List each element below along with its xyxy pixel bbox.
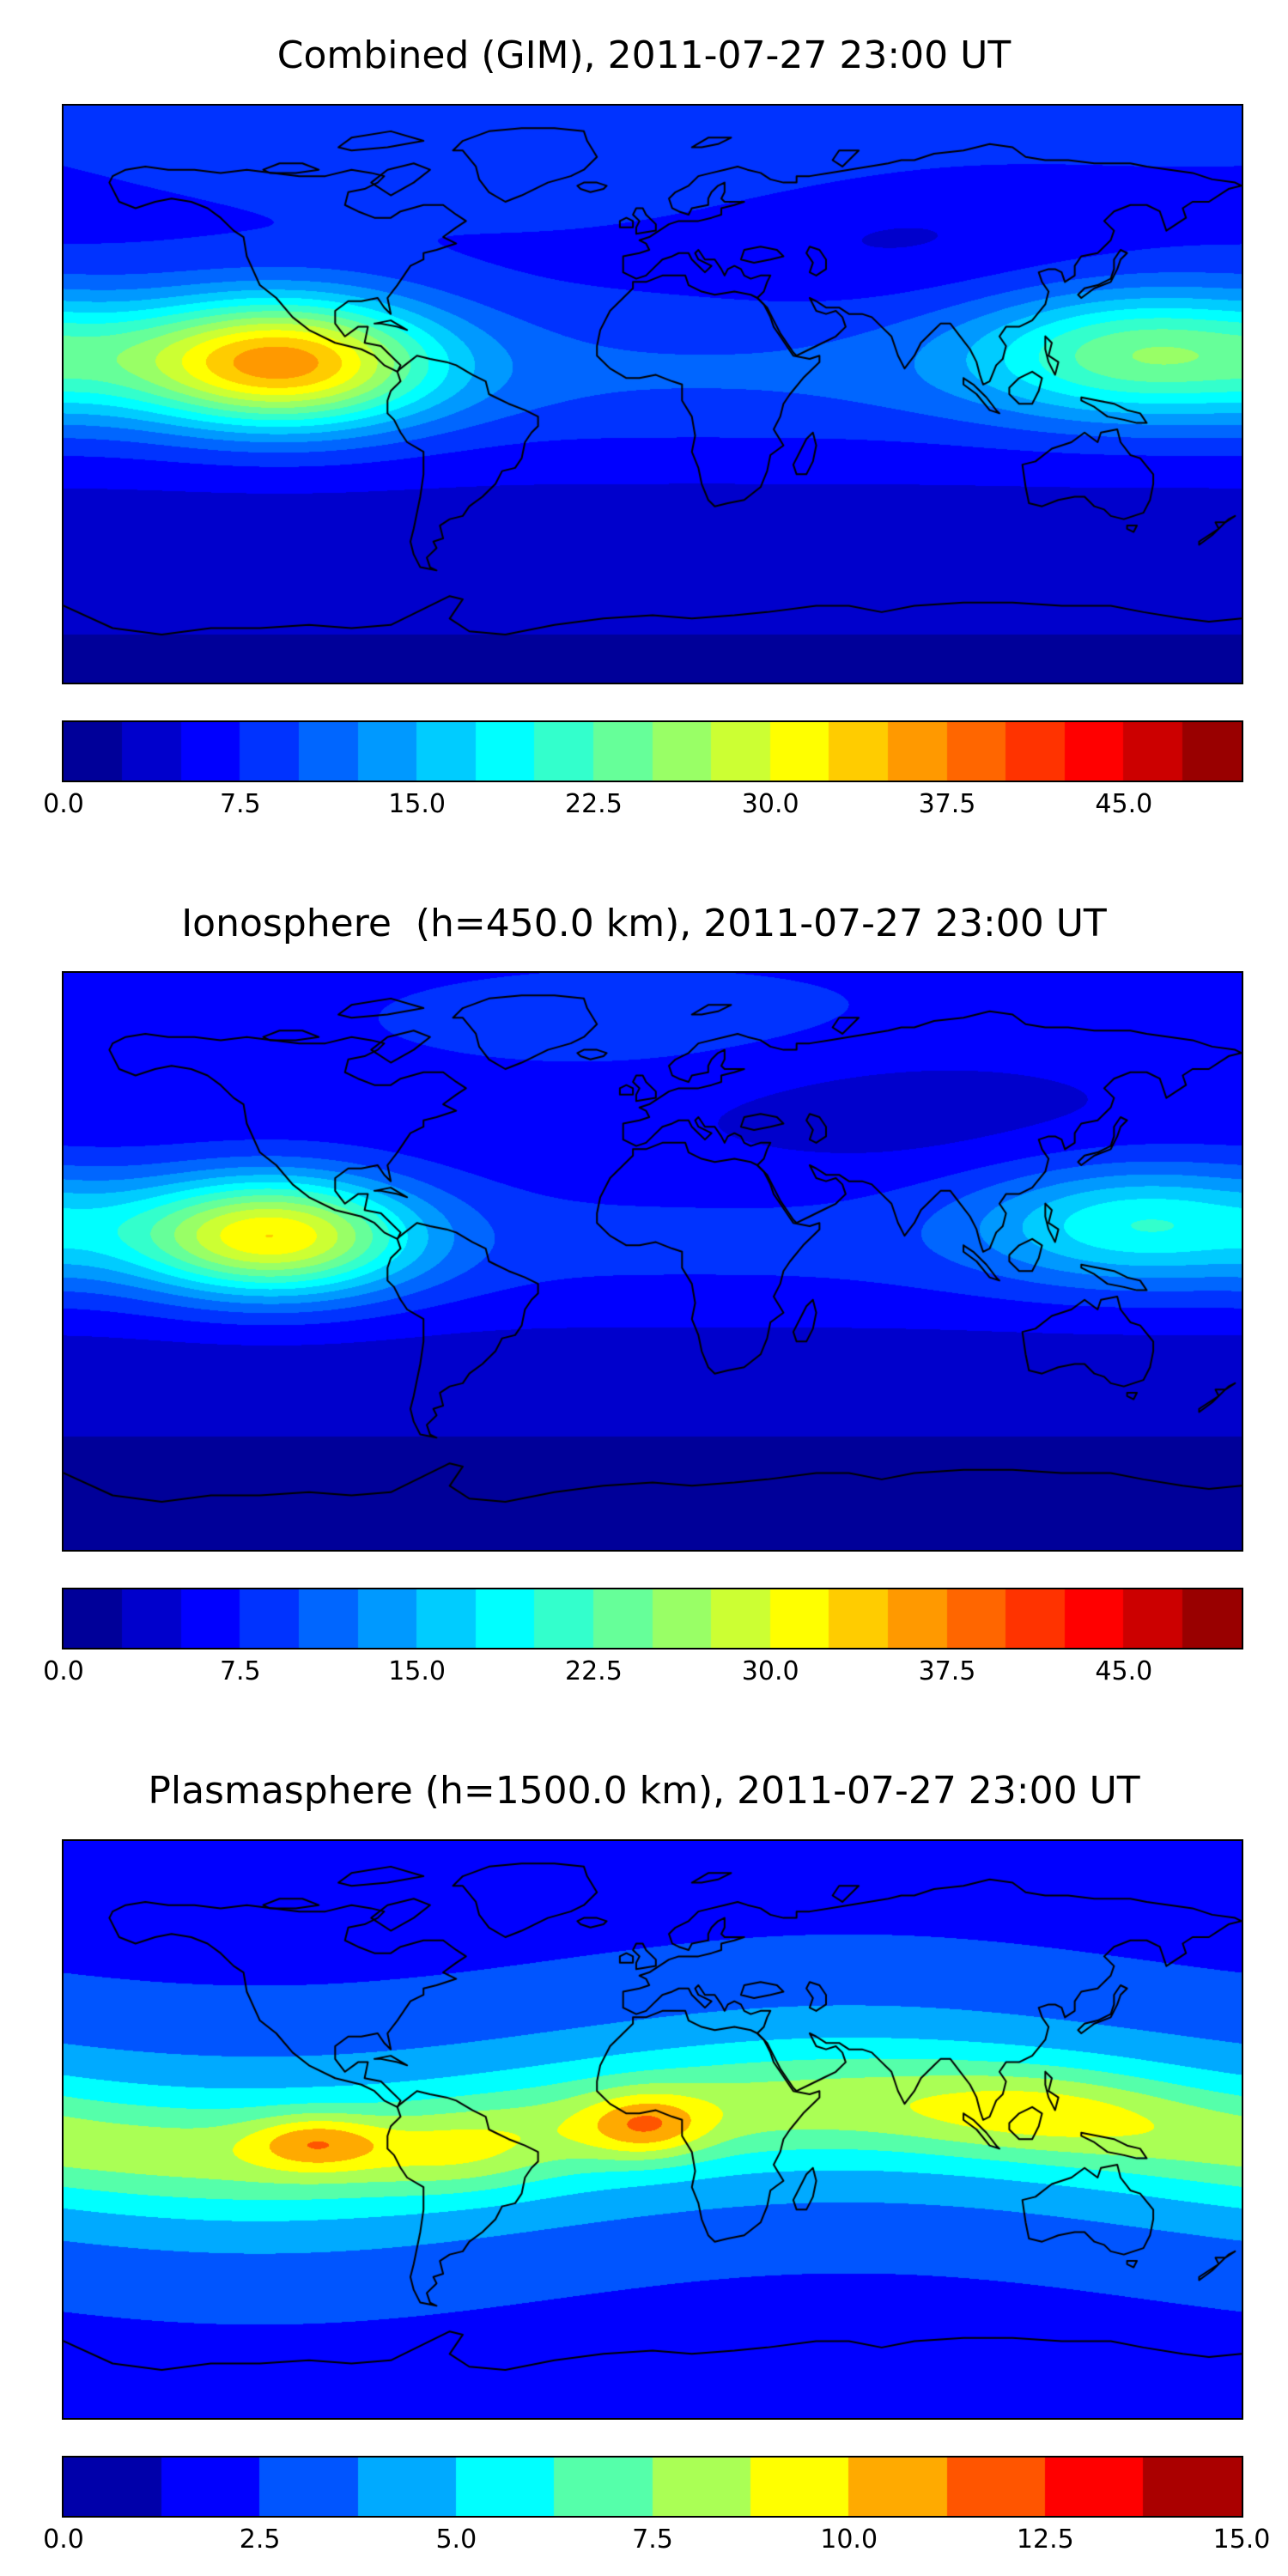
colorbar-tick-label: 30.0 (741, 1656, 799, 1687)
colorbar-tick-label: 7.5 (219, 788, 261, 819)
colorbar-tick-label: 7.5 (632, 2524, 673, 2555)
colorbar-tick-label: 0.0 (43, 2524, 84, 2555)
map-canvas-ionosphere (62, 971, 1243, 1552)
colorbar-tick-label: 22.5 (564, 788, 623, 819)
colorbar-tick-label: 15.0 (388, 788, 446, 819)
colorbar-tick-label: 0.0 (43, 1656, 84, 1687)
colorbar-tick-label: 2.5 (239, 2524, 281, 2555)
colorbar-tick-label: 45.0 (1095, 1656, 1153, 1687)
colorbar-tick-label: 15.0 (1212, 2524, 1271, 2555)
map-wrap-ionosphere (62, 971, 1288, 1552)
map-wrap-plasmasphere (62, 1838, 1288, 2420)
colorbar-tick-label: 45.0 (1095, 788, 1153, 819)
panel-title-plasmasphere: Plasmasphere (h=1500.0 km), 2011-07-27 2… (148, 1769, 1140, 1814)
colorbar-canvas-combined (62, 720, 1243, 782)
colorbar-tick-label: 30.0 (741, 788, 799, 819)
colorbar-tick-labels-combined: 0.0 7.5 15.0 22.5 30.0 37.5 45.0 (43, 788, 1242, 825)
colorbar-tick-labels-ionosphere: 0.0 7.5 15.0 22.5 30.0 37.5 45.0 (43, 1656, 1242, 1692)
panel-title-combined: Combined (GIM), 2011-07-27 23:00 UT (276, 33, 1012, 77)
panel-ionosphere: Ionosphere (h=450.0 km), 2011-07-27 23:0… (0, 825, 1288, 1693)
map-wrap-combined (62, 103, 1288, 684)
colorbar-wrap-plasmasphere (62, 2455, 1288, 2518)
colorbar-canvas-ionosphere (62, 1588, 1243, 1650)
map-canvas-combined (62, 103, 1243, 684)
colorbar-tick-label: 7.5 (219, 1656, 261, 1687)
colorbar-tick-label: 15.0 (388, 1656, 446, 1687)
colorbar-wrap-ionosphere (62, 1588, 1288, 1650)
colorbar-tick-label: 10.0 (820, 2524, 878, 2555)
panel-plasmasphere: Plasmasphere (h=1500.0 km), 2011-07-27 2… (0, 1692, 1288, 2561)
colorbar-tick-label: 37.5 (918, 1656, 976, 1687)
panel-combined-gim: Combined (GIM), 2011-07-27 23:00 UT 0.0 7… (0, 0, 1288, 825)
colorbar-wrap-combined (62, 720, 1288, 782)
colorbar-tick-label: 0.0 (43, 788, 84, 819)
colorbar-canvas-plasmasphere (62, 2455, 1243, 2518)
colorbar-tick-labels-plasmasphere: 0.0 2.5 5.0 7.5 10.0 12.5 15.0 (43, 2524, 1270, 2561)
colorbar-tick-label: 22.5 (564, 1656, 623, 1687)
colorbar-tick-label: 5.0 (435, 2524, 477, 2555)
panel-title-ionosphere: Ionosphere (h=450.0 km), 2011-07-27 23:0… (181, 901, 1107, 945)
map-canvas-plasmasphere (62, 1838, 1243, 2420)
colorbar-tick-label: 12.5 (1016, 2524, 1074, 2555)
colorbar-tick-label: 37.5 (918, 788, 976, 819)
